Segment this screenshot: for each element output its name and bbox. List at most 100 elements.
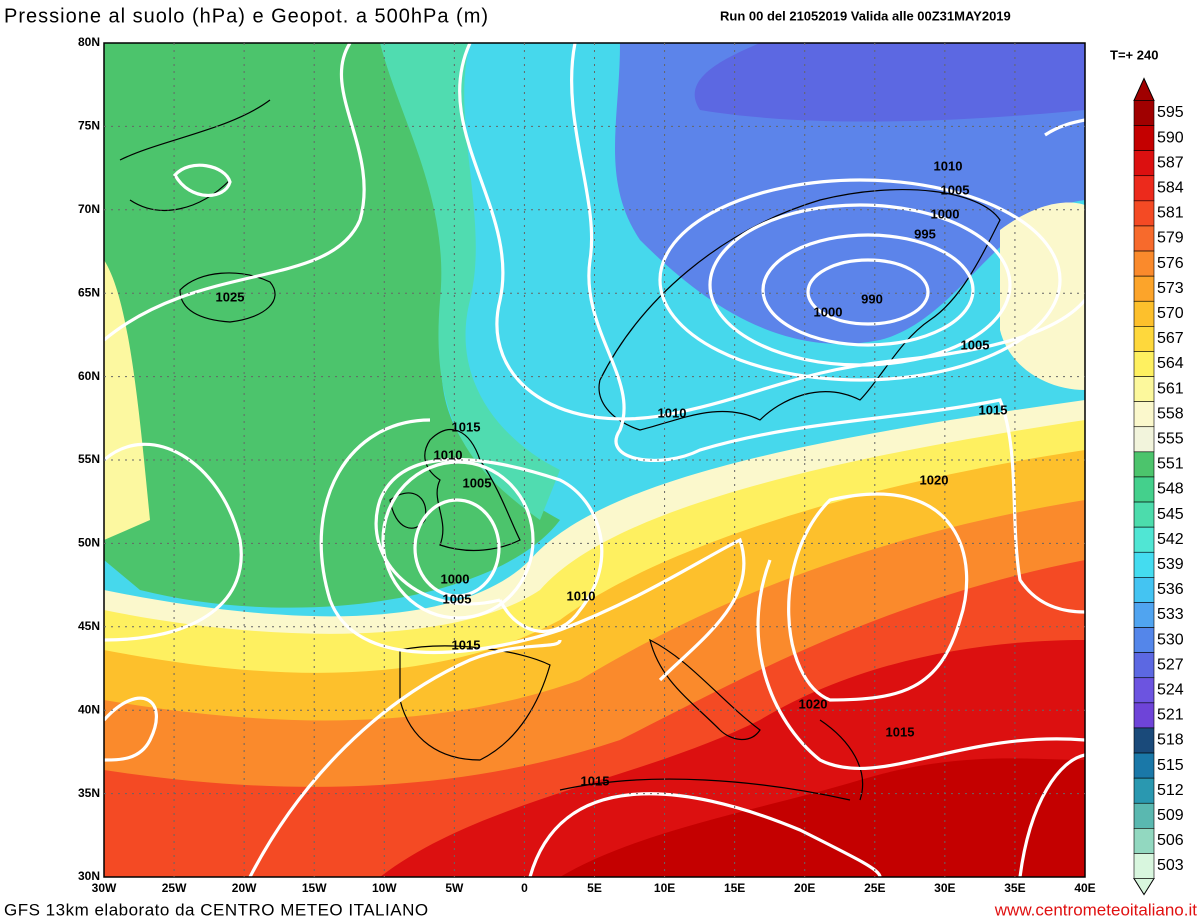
colorbar-label: 564 (1157, 355, 1184, 372)
footer-url[interactable]: www.centrometeoitaliano.it (994, 900, 1197, 919)
isobar (806, 258, 930, 326)
lat-label: 80N (78, 35, 100, 49)
colorbar-swatch (1133, 426, 1155, 453)
colorbar-label: 555 (1157, 431, 1184, 448)
colorbar: 595 590 587 584 581 579 576 573 570 567 564 561 558 5… (1133, 77, 1184, 896)
isobar (381, 460, 535, 620)
lon-label: 15W (302, 881, 327, 895)
lon-label: 5W (445, 881, 464, 895)
field-teal (380, 43, 560, 520)
colorbar-label: 567 (1157, 330, 1184, 347)
lon-label: 5E (587, 881, 602, 895)
isobar-label: 995 (914, 226, 936, 241)
colorbar-swatch (1133, 526, 1155, 553)
coast-ireland (389, 492, 427, 529)
coast-scandinavia (598, 189, 1001, 431)
colorbar-swatch (1133, 200, 1155, 227)
colorbar-swatch (1133, 802, 1155, 829)
isobar-label: 1015 (979, 402, 1008, 417)
lat-label: 45N (78, 619, 100, 633)
colorbar-swatch (1133, 501, 1155, 528)
colorbar-swatch (1133, 853, 1155, 879)
coast-italy (649, 638, 761, 740)
isobar-label: 1005 (463, 475, 492, 490)
isobar (756, 559, 1085, 771)
isobar (104, 696, 158, 762)
isobar (458, 43, 1085, 421)
isobar (761, 233, 975, 347)
colorbar-swatch (1133, 300, 1155, 327)
colorbar-swatch (1133, 652, 1155, 679)
lon-label: 25W (162, 881, 187, 895)
isobar (1018, 118, 1085, 877)
field-590 (560, 758, 1085, 877)
lon-label: 35E (1004, 881, 1025, 895)
lon-label: 20E (794, 881, 815, 895)
colorbar-label: 536 (1157, 581, 1184, 598)
colorbar-label: 561 (1157, 380, 1184, 397)
isobar-label: 1005 (961, 337, 990, 352)
lon-label: 30E (934, 881, 955, 895)
colorbar-label: 530 (1157, 631, 1184, 648)
colorbar-swatch (1133, 828, 1155, 854)
colorbar-label: 590 (1157, 129, 1184, 146)
colorbar-swatch (1133, 777, 1155, 804)
isobar-label: 1020 (799, 696, 828, 711)
isobar (413, 498, 501, 598)
lat-label: 30N (78, 869, 100, 883)
isobar-label: 1015 (886, 724, 915, 739)
colorbar-label: 509 (1157, 807, 1184, 824)
isobar (173, 163, 232, 197)
isobar-label: 1015 (452, 637, 481, 652)
colorbar-label: 545 (1157, 506, 1184, 523)
colorbar-label: 581 (1157, 205, 1184, 222)
colorbar-label: 533 (1157, 606, 1184, 623)
colorbar-swatch (1133, 476, 1155, 503)
isobar (570, 43, 1085, 614)
isobar-label: 1000 (441, 571, 470, 586)
isobar (319, 418, 746, 682)
lat-label: 55N (78, 452, 100, 466)
colorbar-swatch (1133, 602, 1155, 628)
lat-label: 50N (78, 536, 100, 550)
colorbar-label: 539 (1157, 556, 1184, 573)
isobar-label: 1000 (931, 206, 960, 221)
colorbar-swatch (1133, 627, 1155, 653)
colorbar-label: 558 (1157, 405, 1184, 422)
colorbar-label: 584 (1157, 180, 1184, 197)
colorbar-swatch (1133, 577, 1155, 603)
lat-label: 65N (78, 285, 100, 299)
colorbar-swatch (1133, 677, 1155, 704)
isobar (528, 792, 882, 877)
lat-label: 35N (78, 786, 100, 800)
isobar-label: 1020 (920, 472, 949, 487)
colorbar-swatch (1133, 702, 1155, 729)
lon-label: 0 (521, 881, 528, 895)
isobar (787, 492, 969, 702)
colorbar-arrow-top (1133, 77, 1155, 101)
isobar-label: 1010 (658, 405, 687, 420)
colorbar-swatch (1133, 551, 1155, 578)
coast-greece (819, 719, 864, 801)
lon-label: 25E (864, 881, 885, 895)
colorbar-swatch (1133, 100, 1155, 126)
field (104, 43, 1085, 877)
isobar-label: 1010 (434, 447, 463, 462)
isobar-label: 1005 (941, 182, 970, 197)
colorbar-swatch (1133, 401, 1155, 428)
colorbar-swatch (1133, 225, 1155, 252)
colorbar-swatch (1133, 727, 1155, 754)
isobars (104, 43, 1085, 877)
map-title: Pressione al suolo (hPa) e Geopot. a 500… (4, 5, 489, 27)
colorbar-label: 512 (1157, 782, 1184, 799)
isobar (104, 43, 366, 342)
lat-label: 40N (78, 702, 100, 716)
colorbar-label: 521 (1157, 707, 1184, 724)
colorbar-label: 518 (1157, 732, 1184, 749)
footer-credit: GFS 13km elaborato da CENTRO METEO ITALI… (4, 900, 429, 919)
colorbar-swatch (1133, 326, 1155, 352)
colorbar-swatch (1133, 275, 1155, 302)
coast-africa (559, 778, 851, 801)
